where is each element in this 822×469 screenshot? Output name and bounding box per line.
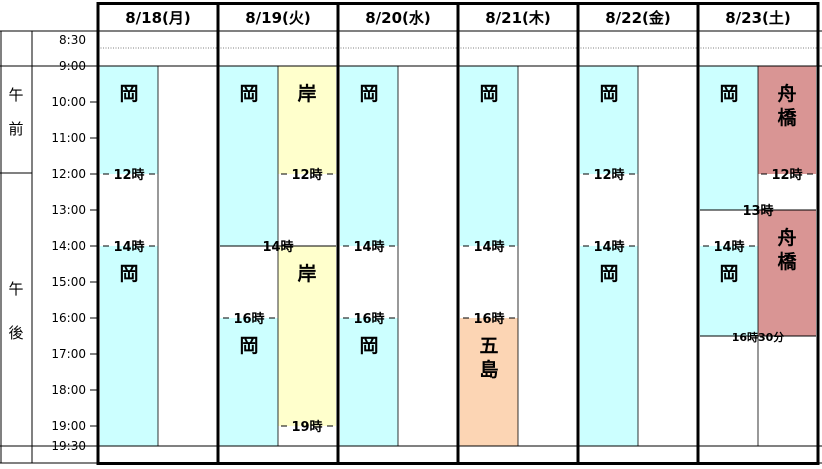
day-header-0: 8/18(月) xyxy=(125,9,191,27)
time-label-0: 8:30 xyxy=(59,33,86,47)
day-border-6 xyxy=(816,3,820,465)
schedule-text: 8/18(月) 8/19(火) 8/20(水) 8/21(木) 8/22(金) 8/23(… xyxy=(8,9,813,453)
shift-block-15 xyxy=(758,210,816,336)
shift-name-12-char-0: 岡 xyxy=(719,83,738,105)
time-marker-9: 16時 xyxy=(473,311,504,327)
shift-block-3 xyxy=(278,66,336,174)
time-label-6: 14:00 xyxy=(51,239,86,253)
period-label-1-char-0: 午 xyxy=(8,280,23,298)
time-marker-13: 13時 xyxy=(742,203,773,219)
shift-block-11 xyxy=(580,246,638,446)
shift-name-9-char-1: 島 xyxy=(479,358,498,381)
time-marker-15: 16時30分 xyxy=(732,330,785,344)
shift-block-4 xyxy=(220,318,278,446)
shift-block-13 xyxy=(758,66,816,174)
time-marker-3: 14時 xyxy=(262,239,293,255)
shift-block-1 xyxy=(100,246,158,446)
time-label-5: 13:00 xyxy=(51,203,86,217)
day-header-4: 8/22(金) xyxy=(605,9,671,27)
time-marker-4: 16時 xyxy=(233,311,264,327)
shift-block-9 xyxy=(460,318,518,446)
time-label-4: 12:00 xyxy=(51,167,86,181)
time-marker-12: 12時 xyxy=(771,167,802,183)
time-marker-14: 14時 xyxy=(713,239,744,255)
time-marker-7: 16時 xyxy=(353,311,384,327)
shift-name-15-char-0: 舟 xyxy=(777,226,796,249)
shift-name-13-char-0: 舟 xyxy=(777,82,796,105)
day-header-3: 8/21(木) xyxy=(485,9,551,27)
shift-block-8 xyxy=(460,66,518,246)
time-marker-2: 12時 xyxy=(291,167,322,183)
time-marker-11: 14時 xyxy=(593,239,624,255)
shift-name-11-char-0: 岡 xyxy=(599,263,618,285)
period-label-1-char-1: 後 xyxy=(8,324,23,342)
shift-block-6 xyxy=(340,66,398,246)
day-header-1: 8/19(火) xyxy=(245,9,311,27)
shift-block-2 xyxy=(220,66,278,246)
shift-name-15-char-1: 橋 xyxy=(777,250,797,273)
shift-name-9-char-0: 五 xyxy=(479,335,498,357)
time-marker-1: 14時 xyxy=(113,239,144,255)
shift-name-7-char-0: 岡 xyxy=(359,335,378,357)
shift-block-fills xyxy=(100,66,816,446)
time-label-10: 18:00 xyxy=(51,383,86,397)
time-marker-6: 14時 xyxy=(353,239,384,255)
day-border-5 xyxy=(696,3,700,465)
day-header-5: 8/23(土) xyxy=(725,9,791,27)
time-label-11: 19:00 xyxy=(51,419,86,433)
time-label-12: 19:30 xyxy=(51,439,86,453)
shift-block-0 xyxy=(100,66,158,174)
shift-name-0-char-0: 岡 xyxy=(119,83,138,105)
shift-block-12 xyxy=(700,66,758,210)
period-label-0-char-1: 前 xyxy=(8,120,23,138)
frame-bottom xyxy=(96,462,820,465)
time-marker-10: 12時 xyxy=(593,167,624,183)
shift-name-10-char-0: 岡 xyxy=(599,83,618,105)
shift-name-4-char-0: 岡 xyxy=(239,335,258,357)
period-label-0-char-0: 午 xyxy=(8,86,23,104)
time-label-8: 16:00 xyxy=(51,311,86,325)
day-header-2: 8/20(水) xyxy=(365,9,431,27)
shift-name-1-char-0: 岡 xyxy=(119,263,138,285)
day-border-3 xyxy=(456,3,460,465)
frame-top xyxy=(96,2,820,5)
time-label-2: 10:00 xyxy=(51,95,86,109)
time-label-7: 15:00 xyxy=(51,275,86,289)
shift-name-14-char-0: 岡 xyxy=(719,263,738,285)
time-marker-8: 14時 xyxy=(473,239,504,255)
shift-name-2-char-0: 岡 xyxy=(239,83,258,105)
shift-name-6-char-0: 岡 xyxy=(359,83,378,105)
shift-block-14 xyxy=(700,246,758,336)
day-border-0 xyxy=(96,3,100,465)
shift-name-8-char-0: 岡 xyxy=(479,83,498,105)
time-marker-5: 19時 xyxy=(291,419,322,435)
time-label-3: 11:00 xyxy=(51,131,86,145)
shift-block-7 xyxy=(340,318,398,446)
shift-name-3-char-0: 岸 xyxy=(297,83,316,105)
shift-name-13-char-1: 橋 xyxy=(777,106,797,129)
shift-block-10 xyxy=(580,66,638,174)
time-label-1: 9:00 xyxy=(59,59,86,73)
day-border-4 xyxy=(576,3,580,465)
shift-name-5-char-0: 岸 xyxy=(297,263,316,285)
time-marker-0: 12時 xyxy=(113,167,144,183)
shift-block-5 xyxy=(278,246,336,426)
day-border-2 xyxy=(336,3,340,465)
time-label-9: 17:00 xyxy=(51,347,86,361)
day-border-1 xyxy=(216,3,220,465)
